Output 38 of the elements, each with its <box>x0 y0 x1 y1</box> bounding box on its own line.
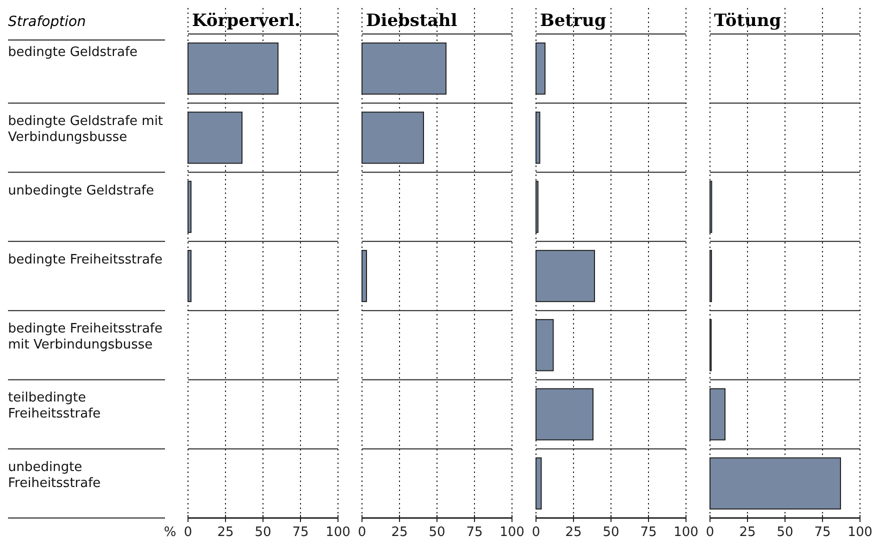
y-axis-title: Strafoption <box>8 14 86 30</box>
y-tick-label: bedingte Geldstrafe mit Verbindungsbusse <box>8 114 164 146</box>
x-tick-label: 25 <box>217 525 234 540</box>
bar <box>536 250 595 302</box>
x-axis-title: % <box>164 525 176 540</box>
chart-title: Tötung <box>714 11 782 31</box>
x-tick-label: 0 <box>532 525 540 540</box>
bar <box>710 457 841 510</box>
x-tick-label: 50 <box>254 525 272 540</box>
x-tick-label: 50 <box>776 525 794 540</box>
x-tick-label: 0 <box>184 525 192 540</box>
y-tick-label: teilbedingte Freiheitsstrafe <box>8 390 101 422</box>
x-tick-label: 25 <box>565 525 582 540</box>
x-tick-label: 25 <box>739 525 756 540</box>
chart-title: Körperverl. <box>192 11 300 31</box>
bar <box>362 250 367 302</box>
chart-title: Betrug <box>540 11 606 31</box>
x-tick-label: 100 <box>500 525 524 540</box>
x-tick-label: 100 <box>674 525 698 540</box>
x-tick-label: 100 <box>326 525 350 540</box>
x-tick-label: 100 <box>848 525 872 540</box>
y-tick-label: unbedingte Geldstrafe <box>8 183 154 198</box>
y-tick-label: bedingte Freiheitsstrafe mit Verbindungsbusse <box>8 322 163 353</box>
x-tick-label: 50 <box>428 525 446 540</box>
y-tick-label: bedingte Freiheitsstrafe <box>8 252 163 268</box>
x-tick-label: 25 <box>391 525 408 540</box>
bar <box>188 250 192 302</box>
x-tick-label: 75 <box>466 525 483 540</box>
y-tick-label: unbedingte Freiheitsstrafe <box>8 460 101 491</box>
x-tick-label: 75 <box>292 525 309 540</box>
x-tick-label: 50 <box>602 525 620 540</box>
y-tick-label: bedingte Geldstrafe <box>8 45 138 60</box>
x-tick-label: 75 <box>814 525 831 540</box>
bar <box>536 457 542 510</box>
x-tick-label: 0 <box>358 525 366 540</box>
chart-title: Diebstahl <box>366 11 458 31</box>
x-tick-label: 75 <box>640 525 657 540</box>
x-tick-label: 0 <box>706 525 714 540</box>
